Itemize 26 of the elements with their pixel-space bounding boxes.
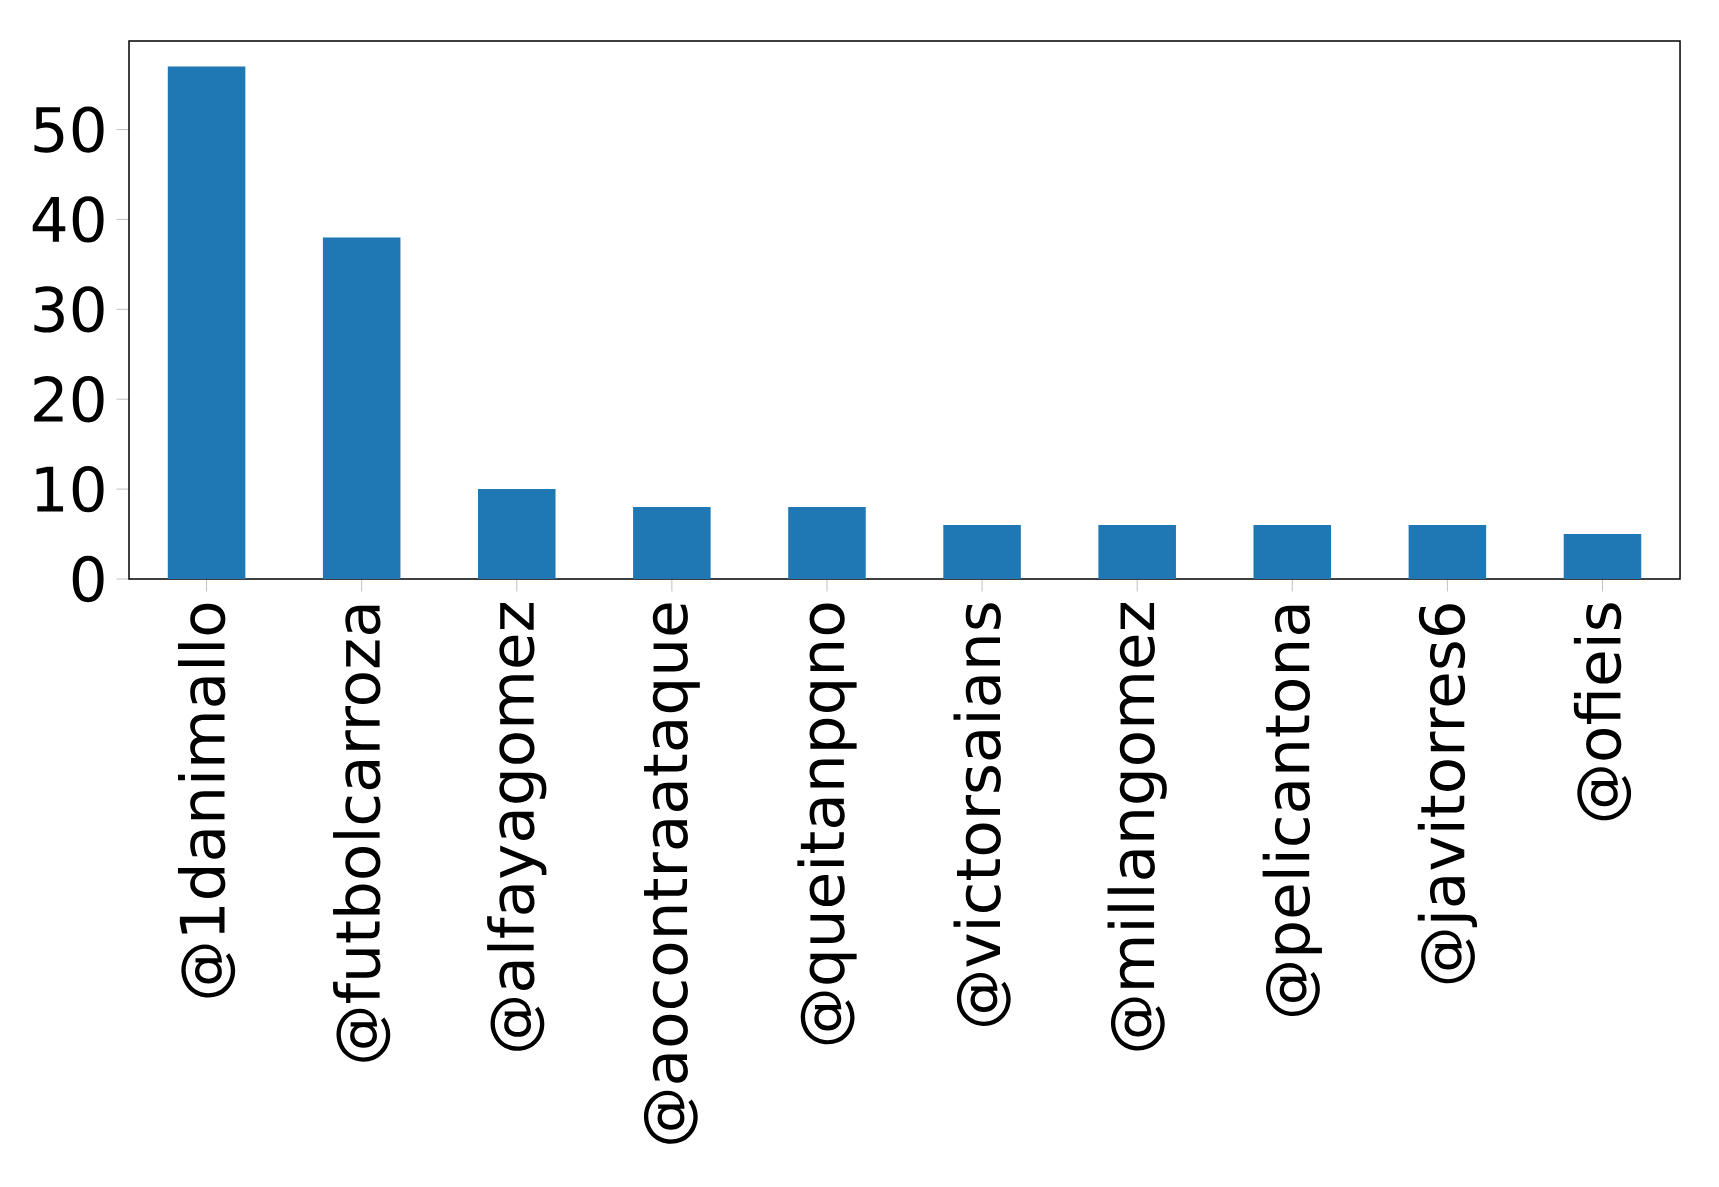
bar (322, 237, 401, 579)
bar (167, 66, 246, 579)
x-tick-label: @javitorres6 (1417, 604, 1478, 984)
y-tick-label: 20 (34, 376, 104, 423)
bar (943, 525, 1021, 579)
y-tick-label: 0 (72, 555, 104, 603)
bar (1098, 525, 1176, 579)
x-tick-label: @1danimallo (177, 603, 236, 998)
y-tick-label: 10 (36, 465, 104, 513)
y-tick-label: 40 (32, 196, 104, 243)
y-tick-label: 30 (34, 286, 104, 333)
bar (1253, 525, 1332, 579)
x-tick-label: @queitanpqno (797, 603, 857, 1045)
x-tick-label: @aocontraataque (643, 603, 700, 1144)
x-tick-label: @millangomez (1107, 602, 1167, 1051)
x-tick-label: @pelicantona (1262, 605, 1322, 1017)
bar (1408, 525, 1487, 579)
x-tick-label: @ofieis (1573, 603, 1632, 821)
x-tick-label: @alfayagomez (487, 602, 547, 1051)
bar (633, 507, 711, 579)
y-tick-label: 50 (34, 106, 104, 153)
x-tick-label: @futbolcarroza (333, 605, 391, 1062)
bar (788, 507, 866, 579)
bar (1563, 534, 1642, 579)
bar (477, 489, 556, 579)
x-tick-label: @victorsaians (953, 603, 1011, 1026)
